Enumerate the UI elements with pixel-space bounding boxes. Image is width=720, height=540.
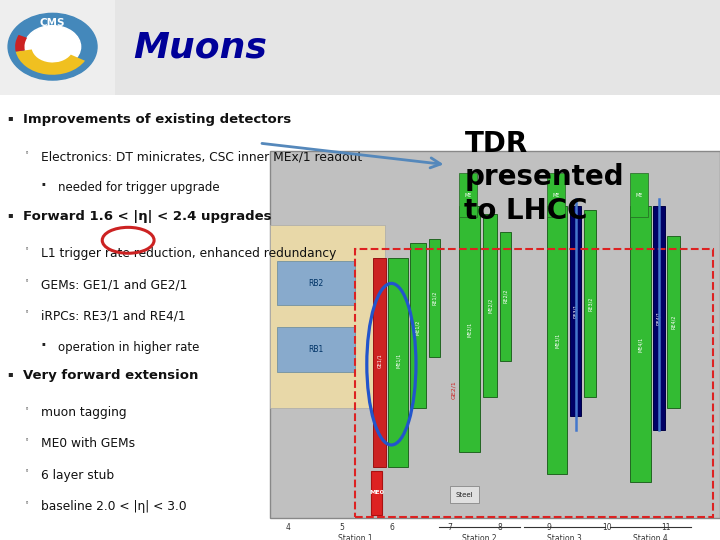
Text: 7: 7 xyxy=(448,523,452,532)
Text: Electronics: DT minicrates, CSC inner MEx/1 readout: Electronics: DT minicrates, CSC inner ME… xyxy=(41,150,362,163)
Text: RE2/2: RE2/2 xyxy=(503,289,508,303)
Text: ◦: ◦ xyxy=(25,309,30,315)
Bar xyxy=(388,258,408,467)
Text: 6: 6 xyxy=(389,523,394,532)
Bar xyxy=(483,214,498,397)
Bar xyxy=(584,210,596,397)
Text: ME: ME xyxy=(635,193,643,198)
Bar xyxy=(373,258,386,467)
Bar xyxy=(570,206,582,416)
Text: ME1/2: ME1/2 xyxy=(415,320,420,335)
Bar xyxy=(630,173,648,217)
Text: GE2/1: GE2/1 xyxy=(451,381,456,399)
Bar xyxy=(371,471,382,515)
Text: 8: 8 xyxy=(497,523,502,532)
Text: ◦: ◦ xyxy=(25,278,30,284)
Text: ME1/1: ME1/1 xyxy=(395,353,400,368)
Bar xyxy=(410,243,426,408)
Text: ME0 with GEMs: ME0 with GEMs xyxy=(41,437,135,450)
Text: RE1/2: RE1/2 xyxy=(432,291,437,305)
Bar xyxy=(277,327,355,372)
Text: ▪: ▪ xyxy=(42,341,45,346)
Bar xyxy=(546,173,565,217)
Text: Improvements of existing detectors: Improvements of existing detectors xyxy=(23,113,292,126)
Bar xyxy=(459,206,480,453)
Text: 10: 10 xyxy=(603,523,612,532)
Text: ME2/2: ME2/2 xyxy=(487,298,492,313)
Text: ME4/1: ME4/1 xyxy=(638,336,643,352)
Text: ME3/1: ME3/1 xyxy=(554,333,559,348)
Text: 5: 5 xyxy=(340,523,344,532)
Text: GE1/1: GE1/1 xyxy=(377,353,382,368)
Text: RE4/2: RE4/2 xyxy=(671,315,676,329)
Text: ME0: ME0 xyxy=(369,490,384,495)
Text: Station 2: Station 2 xyxy=(462,534,497,540)
Bar xyxy=(270,225,384,408)
Circle shape xyxy=(8,14,97,80)
Text: GEMs: GE1/1 and GE2/1: GEMs: GE1/1 and GE2/1 xyxy=(41,278,187,291)
Text: 9: 9 xyxy=(546,523,552,532)
Text: CMS: CMS xyxy=(40,18,66,28)
Text: Very forward extension: Very forward extension xyxy=(23,369,199,382)
Text: Station 1: Station 1 xyxy=(338,534,373,540)
Text: ◦: ◦ xyxy=(25,437,30,443)
Text: ◦: ◦ xyxy=(25,500,30,506)
Text: ▪: ▪ xyxy=(7,113,13,123)
Wedge shape xyxy=(15,35,27,52)
Text: L1 trigger rate reduction, enhanced redundancy: L1 trigger rate reduction, enhanced redu… xyxy=(41,247,336,260)
Text: baseline 2.0 < |η| < 3.0: baseline 2.0 < |η| < 3.0 xyxy=(41,500,186,513)
Text: 6 layer stub: 6 layer stub xyxy=(41,469,114,482)
Bar xyxy=(653,206,665,430)
Text: Steel: Steel xyxy=(455,491,473,497)
Text: ▪: ▪ xyxy=(7,369,13,379)
Text: 4: 4 xyxy=(286,523,290,532)
Bar xyxy=(115,0,720,94)
Bar xyxy=(459,173,477,217)
Bar xyxy=(355,248,714,517)
Text: iRPCs: RE3/1 and RE4/1: iRPCs: RE3/1 and RE4/1 xyxy=(41,309,186,322)
Wedge shape xyxy=(16,50,85,75)
Text: ◦: ◦ xyxy=(25,150,30,156)
Text: RE3/1: RE3/1 xyxy=(573,303,578,318)
Text: Station 4: Station 4 xyxy=(633,534,667,540)
Text: RB1: RB1 xyxy=(308,345,323,354)
Text: RE4/1: RE4/1 xyxy=(657,311,662,326)
Text: TDR
presented
to LHCC: TDR presented to LHCC xyxy=(464,130,624,225)
Circle shape xyxy=(24,26,81,68)
Text: Forward 1.6 < |η| < 2.4 upgrades: Forward 1.6 < |η| < 2.4 upgrades xyxy=(23,210,271,223)
Bar xyxy=(277,261,355,306)
Text: RB2: RB2 xyxy=(308,279,323,288)
Text: ◦: ◦ xyxy=(25,406,30,412)
Text: ▪: ▪ xyxy=(42,181,45,186)
Text: 11: 11 xyxy=(661,523,671,532)
Text: operation in higher rate: operation in higher rate xyxy=(58,341,199,354)
Text: Muons: Muons xyxy=(133,30,267,64)
Text: ME2/1: ME2/1 xyxy=(467,322,472,337)
Text: muon tagging: muon tagging xyxy=(41,406,127,419)
Bar xyxy=(546,206,567,474)
Text: Station 3: Station 3 xyxy=(547,534,582,540)
Bar xyxy=(428,239,440,357)
Text: ◦: ◦ xyxy=(25,247,30,253)
Bar xyxy=(270,151,720,518)
Bar xyxy=(667,235,680,408)
Text: ◦: ◦ xyxy=(25,469,30,475)
Text: ▪: ▪ xyxy=(7,210,13,219)
Text: needed for trigger upgrade: needed for trigger upgrade xyxy=(58,181,219,194)
Text: ME: ME xyxy=(552,193,559,198)
Bar xyxy=(0,0,720,94)
Bar xyxy=(630,206,651,482)
Text: RE3/2: RE3/2 xyxy=(588,296,593,311)
Bar xyxy=(500,232,511,361)
Text: ME: ME xyxy=(464,193,472,198)
